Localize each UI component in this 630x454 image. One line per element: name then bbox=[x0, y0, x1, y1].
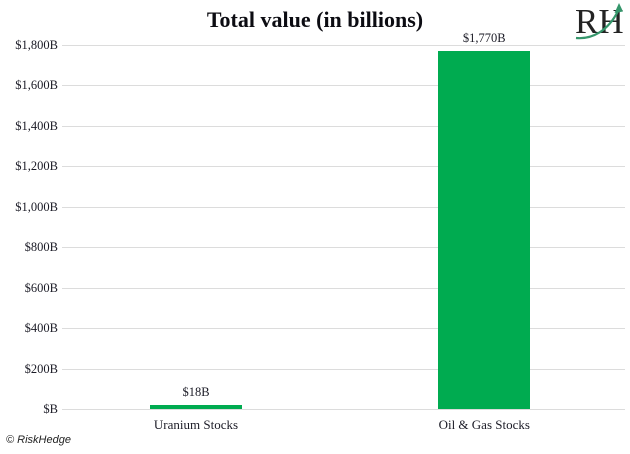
bar-value-label: $18B bbox=[182, 385, 210, 399]
riskhedge-logo: RH bbox=[575, 2, 624, 41]
gridline bbox=[62, 166, 625, 168]
gridline bbox=[62, 247, 625, 249]
y-axis-tick-label: $400B bbox=[24, 321, 58, 336]
y-axis-tick-label: $800B bbox=[24, 240, 58, 255]
gridline bbox=[62, 328, 625, 330]
y-axis-tick-label: $B bbox=[43, 402, 58, 416]
source-credit: © RiskHedge bbox=[6, 434, 71, 446]
y-axis-tick-label: $1,200B bbox=[15, 159, 58, 174]
logo-letters: RH bbox=[575, 2, 624, 41]
gridline bbox=[62, 287, 625, 289]
logo-arrow-icon bbox=[575, 10, 619, 40]
logo-arrowhead-icon bbox=[614, 3, 623, 13]
y-axis-tick-label: $1,800B bbox=[15, 38, 58, 52]
gridline bbox=[62, 206, 625, 208]
x-axis-category-label: Uranium Stocks bbox=[153, 417, 239, 432]
bar-oil-gas-stocks bbox=[438, 51, 531, 409]
gridline bbox=[62, 125, 625, 127]
gridline bbox=[62, 409, 625, 410]
bar-value-label: $1,770B bbox=[462, 31, 506, 45]
y-axis-tick-label: $1,600B bbox=[15, 78, 58, 93]
x-axis-category-label: Oil & Gas Stocks bbox=[438, 417, 530, 432]
gridline bbox=[62, 368, 625, 370]
y-axis-tick-label: $200B bbox=[24, 361, 58, 376]
y-axis: $B $200B $400B $600B $800B $1,000B $1,200B $1,4… bbox=[0, 0, 58, 454]
bar-uranium-stocks bbox=[149, 405, 242, 409]
y-axis-tick-label: $600B bbox=[24, 280, 58, 295]
gridline bbox=[62, 85, 625, 87]
chart-title: Total value (in billions) bbox=[206, 7, 424, 32]
gridline bbox=[62, 45, 625, 46]
y-axis-tick-label: $1,400B bbox=[15, 118, 58, 133]
plot-area: $18B $1,770B bbox=[62, 31, 625, 410]
y-axis-tick-label: $1,000B bbox=[15, 199, 58, 214]
